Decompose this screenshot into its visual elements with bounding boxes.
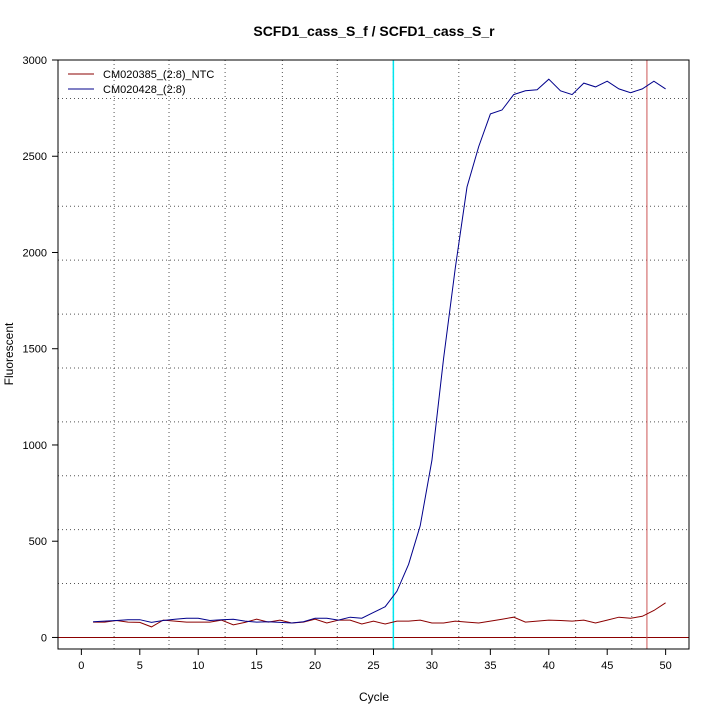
grid [58,60,689,649]
reference-lines [58,60,689,649]
y-axis: 0 500 1000 1500 2000 2500 3000 [23,55,58,644]
x-tick-label: 40 [543,660,555,672]
x-tick-label: 20 [309,660,321,672]
series-lines [93,78,666,628]
y-tick-label: 500 [29,536,47,548]
legend: CM020385_(2:8)_NTC CM020428_(2:8) [68,69,214,96]
plot-frame [57,59,690,650]
x-tick-label: 45 [601,660,613,672]
x-tick-label: 35 [484,660,496,672]
y-tick-label: 3000 [23,55,47,67]
y-tick-label: 1500 [23,344,47,356]
x-tick-label: 0 [78,660,84,672]
legend-label: CM020385_(2:8)_NTC [103,69,214,81]
y-tick-label: 2000 [23,247,47,259]
chart-title: SCFD1_cass_S_f / SCFD1_cass_S_r [253,23,495,39]
x-tick-label: 10 [192,660,204,672]
y-tick-label: 2500 [23,151,47,163]
x-tick-label: 50 [660,660,672,672]
y-axis-label: Fluorescent [2,322,16,385]
x-axis: 0 5 10 15 20 25 30 35 40 45 50 [78,649,672,672]
legend-label: CM020428_(2:8) [103,84,186,96]
x-axis-label: Cycle [359,690,389,704]
x-tick-label: 5 [137,660,143,672]
x-tick-label: 30 [426,660,438,672]
x-tick-label: 15 [251,660,263,672]
y-tick-label: 1000 [23,440,47,452]
x-tick-label: 25 [367,660,379,672]
series-line-1 [93,602,666,628]
y-tick-label: 0 [41,632,47,644]
series-line-2 [93,78,666,624]
